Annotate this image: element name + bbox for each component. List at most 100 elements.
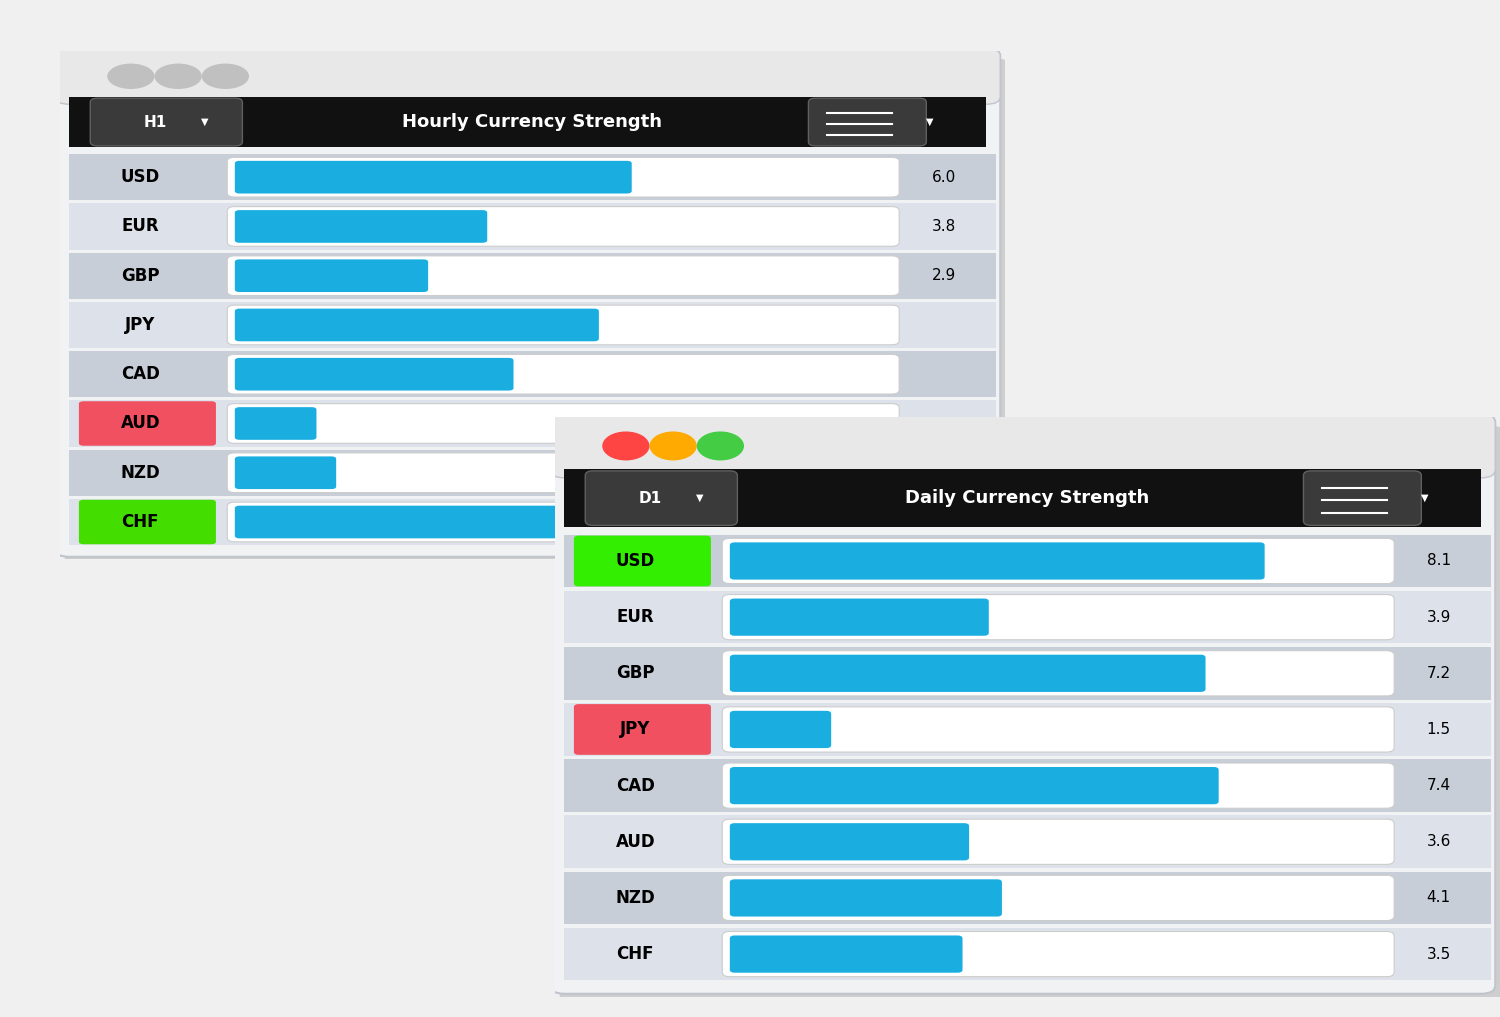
Text: 7.4: 7.4 bbox=[1426, 778, 1450, 793]
FancyBboxPatch shape bbox=[730, 823, 969, 860]
Text: CHF: CHF bbox=[616, 945, 654, 963]
FancyBboxPatch shape bbox=[808, 98, 927, 145]
FancyBboxPatch shape bbox=[228, 158, 898, 197]
Text: ▼: ▼ bbox=[201, 117, 208, 127]
Text: USD: USD bbox=[615, 552, 656, 570]
Circle shape bbox=[650, 431, 696, 461]
FancyBboxPatch shape bbox=[236, 407, 316, 439]
FancyBboxPatch shape bbox=[236, 211, 488, 243]
FancyBboxPatch shape bbox=[236, 505, 796, 538]
FancyBboxPatch shape bbox=[228, 404, 898, 443]
Text: JPY: JPY bbox=[620, 720, 651, 738]
Text: ▼: ▼ bbox=[1422, 493, 1430, 503]
Text: 3.5: 3.5 bbox=[1426, 947, 1450, 962]
FancyBboxPatch shape bbox=[564, 703, 1491, 756]
FancyBboxPatch shape bbox=[560, 426, 1500, 1006]
Text: 4.1: 4.1 bbox=[1426, 891, 1450, 905]
Text: NZD: NZD bbox=[615, 889, 656, 907]
FancyBboxPatch shape bbox=[228, 453, 898, 492]
Text: D1: D1 bbox=[639, 490, 662, 505]
FancyBboxPatch shape bbox=[69, 252, 996, 299]
Text: ▼: ▼ bbox=[927, 117, 934, 127]
Text: Hourly Currency Strength: Hourly Currency Strength bbox=[402, 113, 663, 131]
FancyBboxPatch shape bbox=[574, 704, 711, 755]
FancyBboxPatch shape bbox=[723, 538, 1394, 584]
FancyBboxPatch shape bbox=[236, 457, 336, 489]
FancyBboxPatch shape bbox=[723, 763, 1394, 809]
FancyBboxPatch shape bbox=[236, 161, 632, 193]
Text: 7.2: 7.2 bbox=[1426, 666, 1450, 680]
Circle shape bbox=[108, 63, 154, 88]
Text: CHF: CHF bbox=[122, 513, 159, 531]
FancyBboxPatch shape bbox=[574, 536, 711, 587]
FancyBboxPatch shape bbox=[69, 450, 996, 496]
FancyBboxPatch shape bbox=[723, 707, 1394, 752]
FancyBboxPatch shape bbox=[730, 936, 963, 972]
FancyBboxPatch shape bbox=[550, 414, 1496, 994]
Text: 3.9: 3.9 bbox=[1426, 609, 1450, 624]
FancyBboxPatch shape bbox=[228, 354, 898, 394]
FancyBboxPatch shape bbox=[90, 98, 243, 145]
FancyBboxPatch shape bbox=[723, 595, 1394, 640]
Circle shape bbox=[201, 63, 249, 88]
Text: JPY: JPY bbox=[124, 316, 156, 334]
FancyBboxPatch shape bbox=[564, 469, 1480, 527]
Text: EUR: EUR bbox=[122, 218, 159, 236]
FancyBboxPatch shape bbox=[585, 471, 738, 526]
FancyBboxPatch shape bbox=[564, 760, 1491, 812]
Text: 2.9: 2.9 bbox=[932, 268, 956, 283]
FancyBboxPatch shape bbox=[730, 655, 1206, 692]
Text: 1.5: 1.5 bbox=[1426, 722, 1450, 737]
FancyBboxPatch shape bbox=[730, 880, 1002, 916]
FancyBboxPatch shape bbox=[80, 402, 216, 445]
Circle shape bbox=[696, 431, 744, 461]
FancyBboxPatch shape bbox=[69, 97, 986, 147]
FancyBboxPatch shape bbox=[723, 876, 1394, 920]
FancyBboxPatch shape bbox=[730, 599, 988, 636]
Text: EUR: EUR bbox=[616, 608, 654, 626]
Text: H1: H1 bbox=[144, 115, 166, 129]
FancyBboxPatch shape bbox=[228, 206, 898, 246]
FancyBboxPatch shape bbox=[564, 591, 1491, 644]
FancyBboxPatch shape bbox=[723, 651, 1394, 696]
FancyBboxPatch shape bbox=[564, 928, 1491, 980]
Circle shape bbox=[602, 431, 650, 461]
FancyBboxPatch shape bbox=[228, 305, 898, 345]
FancyBboxPatch shape bbox=[56, 48, 1000, 105]
Text: NZD: NZD bbox=[120, 464, 160, 482]
FancyBboxPatch shape bbox=[228, 256, 898, 296]
Text: 8.1: 8.1 bbox=[1426, 553, 1450, 569]
FancyBboxPatch shape bbox=[730, 542, 1264, 580]
FancyBboxPatch shape bbox=[64, 58, 1010, 566]
FancyBboxPatch shape bbox=[564, 816, 1491, 869]
FancyBboxPatch shape bbox=[564, 647, 1491, 700]
Circle shape bbox=[154, 63, 201, 88]
FancyBboxPatch shape bbox=[723, 819, 1394, 864]
Text: GBP: GBP bbox=[122, 266, 159, 285]
FancyBboxPatch shape bbox=[564, 872, 1491, 924]
Text: 3.6: 3.6 bbox=[1426, 834, 1450, 849]
Text: CAD: CAD bbox=[616, 777, 656, 794]
Text: AUD: AUD bbox=[615, 833, 656, 851]
FancyBboxPatch shape bbox=[69, 154, 996, 200]
Text: AUD: AUD bbox=[120, 415, 160, 432]
FancyBboxPatch shape bbox=[550, 414, 1496, 478]
FancyBboxPatch shape bbox=[69, 499, 996, 545]
FancyBboxPatch shape bbox=[69, 203, 996, 249]
FancyBboxPatch shape bbox=[730, 711, 831, 749]
FancyBboxPatch shape bbox=[236, 259, 428, 292]
FancyBboxPatch shape bbox=[80, 499, 216, 544]
Text: Daily Currency Strength: Daily Currency Strength bbox=[906, 489, 1149, 507]
FancyBboxPatch shape bbox=[56, 49, 1000, 556]
Text: 3.8: 3.8 bbox=[932, 219, 956, 234]
Text: USD: USD bbox=[120, 168, 160, 186]
Text: GBP: GBP bbox=[616, 664, 654, 682]
Text: 6.0: 6.0 bbox=[932, 170, 956, 185]
FancyBboxPatch shape bbox=[1304, 471, 1422, 526]
FancyBboxPatch shape bbox=[564, 535, 1491, 588]
FancyBboxPatch shape bbox=[236, 358, 513, 391]
FancyBboxPatch shape bbox=[69, 401, 996, 446]
Text: CAD: CAD bbox=[122, 365, 160, 383]
FancyBboxPatch shape bbox=[723, 932, 1394, 976]
Text: ▼: ▼ bbox=[696, 493, 703, 503]
